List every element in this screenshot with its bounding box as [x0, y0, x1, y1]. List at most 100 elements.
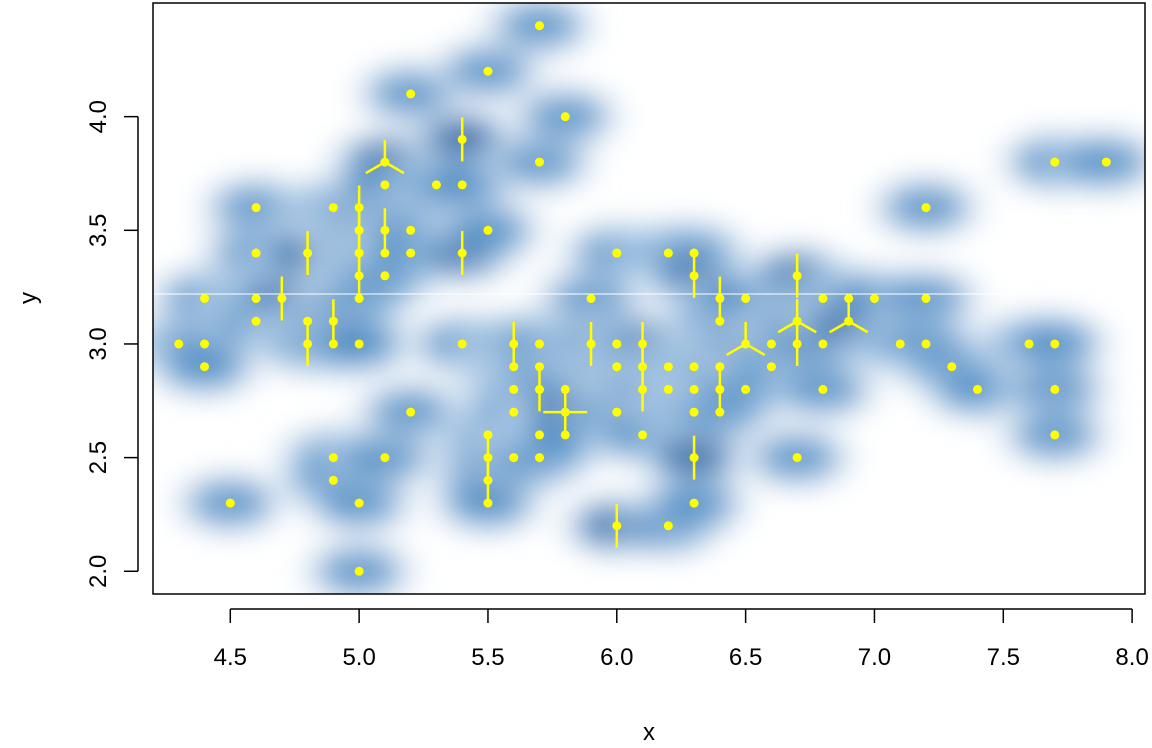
point-dot [457, 339, 467, 349]
point-dot [689, 362, 699, 372]
data-point [509, 384, 519, 394]
data-point [303, 316, 313, 326]
data-point [534, 367, 544, 412]
data-point [741, 294, 751, 303]
point-dot [483, 453, 493, 463]
data-point [457, 180, 467, 190]
point-dot [303, 248, 313, 258]
data-point [534, 430, 544, 440]
point-dot [921, 339, 931, 349]
data-point [973, 384, 983, 394]
x-tick-label: 5.0 [342, 644, 375, 671]
data-point [406, 407, 416, 417]
point-dot [380, 225, 390, 235]
y-tick-label: 4.0 [85, 100, 112, 133]
data-point [365, 140, 405, 175]
point-dot [406, 225, 416, 235]
data-point [251, 203, 261, 213]
point-dot [534, 21, 544, 31]
data-point [895, 339, 905, 349]
point-dot [715, 362, 725, 372]
point-dot [844, 316, 854, 326]
data-point [534, 157, 544, 167]
point-dot [380, 180, 390, 190]
point-dot [921, 294, 931, 303]
point-dot [431, 180, 441, 190]
data-point [1050, 157, 1060, 167]
data-point [612, 503, 622, 548]
point-dot [328, 453, 338, 463]
point-dot [457, 248, 467, 258]
x-axis: 4.5 5.0 5.5 6.0 6.5 7.0 7.5 8.0 [214, 608, 1149, 671]
data-point [354, 566, 364, 576]
point-dot [612, 362, 622, 372]
point-dot [741, 339, 751, 349]
data-point [200, 339, 210, 349]
data-point [586, 321, 596, 366]
x-axis-title: x [643, 719, 655, 746]
data-point [509, 362, 519, 372]
y-tick-label: 3.5 [85, 214, 112, 247]
data-point [829, 299, 869, 334]
data-point [638, 367, 648, 412]
data-point [509, 407, 519, 417]
point-dot [792, 339, 802, 349]
data-point [251, 294, 261, 303]
point-dot [328, 475, 338, 485]
data-point [715, 276, 725, 321]
data-point [689, 248, 699, 258]
data-point [766, 339, 776, 349]
data-point [534, 362, 544, 372]
point-dot [354, 203, 364, 213]
point-dot [844, 294, 854, 303]
data-point [560, 384, 570, 394]
point-dot [689, 498, 699, 508]
point-dot [406, 407, 416, 417]
point-dot [612, 248, 622, 258]
data-point [328, 203, 338, 213]
point-dot [715, 294, 725, 303]
point-dot [380, 271, 390, 281]
point-dot [406, 248, 416, 258]
data-point [612, 339, 622, 349]
plot-frame [152, 2, 1146, 595]
point-dot [534, 384, 544, 394]
point-dot [354, 271, 364, 281]
point-dot [586, 339, 596, 349]
point-dot [354, 294, 364, 303]
y-axis-title: y [15, 292, 42, 304]
point-dot [200, 339, 210, 349]
point-dot [560, 430, 570, 440]
point-dot [354, 566, 364, 576]
point-dot [328, 316, 338, 326]
data-point [689, 498, 699, 508]
data-point [225, 498, 235, 508]
x-tick-label: 5.5 [471, 644, 504, 671]
point-dot [792, 271, 802, 281]
point-dot [895, 339, 905, 349]
data-point [380, 180, 390, 190]
data-point [560, 430, 570, 440]
data-point [766, 362, 776, 372]
point-dot [406, 89, 416, 99]
point-dot [612, 407, 622, 417]
data-point [612, 407, 622, 417]
x-tick-label: 8.0 [1115, 644, 1148, 671]
point-dot [638, 339, 648, 349]
point-dot [766, 362, 776, 372]
data-point [869, 294, 879, 303]
data-point [174, 339, 184, 349]
point-dot [509, 362, 519, 372]
point-dot [380, 157, 390, 167]
data-point [792, 253, 802, 298]
point-dot [612, 339, 622, 349]
point-dot [483, 225, 493, 235]
point-dot [715, 316, 725, 326]
data-point [200, 362, 210, 372]
point-dot [509, 407, 519, 417]
point-dot [612, 521, 622, 531]
point-dot [818, 294, 828, 303]
data-point [251, 248, 261, 258]
point-dot [534, 430, 544, 440]
y-tick-label: 2.0 [85, 555, 112, 588]
